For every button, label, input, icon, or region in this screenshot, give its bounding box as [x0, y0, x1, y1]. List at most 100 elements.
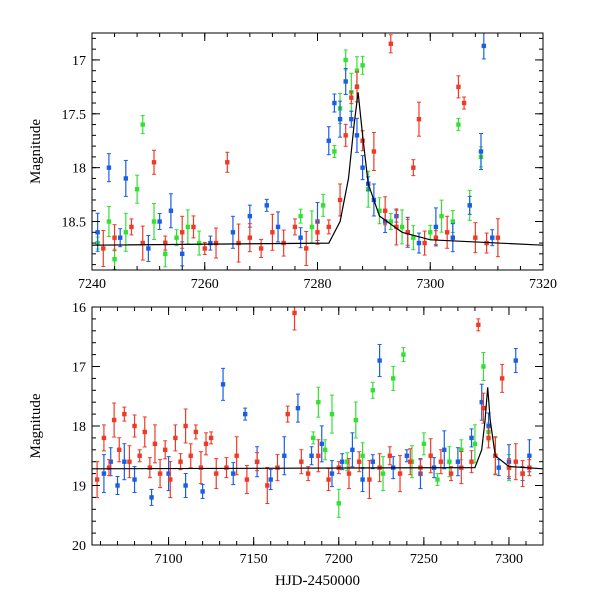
data-point-blue	[220, 367, 226, 401]
data-point-red	[214, 458, 219, 490]
data-point-blue	[450, 223, 455, 253]
data-point-green	[316, 386, 321, 418]
data-point-blue	[264, 198, 269, 212]
bottom-panel-data	[92, 307, 543, 518]
data-point-blue	[469, 428, 474, 448]
data-point-green	[298, 208, 303, 224]
data-point-blue	[481, 33, 487, 60]
data-point-red	[213, 227, 219, 259]
data-point-red	[506, 458, 512, 478]
data-point-red	[173, 424, 178, 452]
data-point-red	[157, 459, 163, 489]
data-point-red	[132, 414, 137, 438]
x-tick-label: 7320	[529, 277, 557, 292]
y-tick-label: 18	[72, 420, 86, 435]
data-point-green	[311, 431, 316, 445]
y-tick-label: 18	[72, 162, 86, 177]
data-point-red	[416, 101, 422, 137]
data-point-blue	[404, 449, 410, 463]
data-point-red	[247, 223, 253, 253]
x-tick-label: 7280	[304, 277, 332, 292]
data-point-blue	[360, 155, 365, 181]
data-point-blue	[208, 235, 213, 251]
data-point-red	[405, 218, 410, 246]
data-point-blue	[268, 469, 273, 491]
y-tick-label: 19	[72, 480, 86, 495]
data-point-red	[122, 406, 127, 422]
data-point-red	[183, 408, 188, 444]
data-point-blue	[230, 215, 236, 249]
data-point-blue	[513, 348, 518, 374]
data-point-red	[127, 445, 132, 479]
data-point-blue	[242, 407, 248, 421]
data-point-green	[332, 145, 337, 158]
data-point-red	[438, 449, 444, 475]
x-tick-label: 7240	[78, 277, 106, 292]
data-point-green	[329, 394, 335, 434]
data-point-red	[326, 219, 331, 235]
data-point-red	[315, 219, 320, 245]
data-point-red	[234, 436, 239, 476]
data-point-red	[94, 461, 100, 499]
data-point-blue	[168, 193, 174, 229]
data-point-blue	[183, 473, 188, 498]
data-point-red	[112, 224, 117, 252]
data-point-green	[388, 213, 393, 231]
top-panel-ticks: 7240 7260 7280 7300 7320 17 17.5 18 18.5	[62, 33, 557, 292]
data-point-green	[411, 225, 416, 251]
data-point-blue	[146, 234, 151, 262]
data-point-red	[469, 450, 474, 474]
data-point-red	[101, 229, 106, 267]
data-point-red	[208, 431, 214, 445]
data-point-blue	[370, 454, 376, 470]
data-point-red	[456, 75, 461, 99]
data-point-blue	[200, 483, 205, 499]
data-point-green	[140, 115, 145, 135]
top-y-axis-title: Magnitude	[28, 119, 44, 184]
x-tick-label: 7150	[240, 552, 268, 567]
data-point-red	[140, 225, 145, 261]
data-point-blue	[337, 100, 343, 138]
data-point-red	[244, 465, 250, 495]
data-point-red	[349, 91, 354, 105]
data-point-green	[106, 206, 112, 238]
bottom-x-axis-title: HJD-2450000	[275, 573, 360, 589]
data-point-red	[265, 467, 270, 504]
model-curve	[92, 92, 543, 246]
data-point-blue	[478, 133, 484, 170]
data-point-blue	[122, 443, 127, 481]
data-point-red	[422, 230, 427, 256]
data-point-green	[134, 174, 140, 204]
data-point-green	[322, 439, 328, 461]
data-point-green	[185, 209, 191, 245]
data-point-red	[236, 223, 241, 263]
data-point-red	[397, 455, 403, 493]
data-point-blue	[295, 393, 301, 423]
bottom-panel: 7100 7150 7200 7250 7300 16 17 18 19 20 Magnitude…	[28, 301, 544, 589]
data-point-green	[399, 209, 405, 245]
data-point-blue	[467, 195, 472, 215]
data-point-red	[117, 437, 122, 463]
data-point-red	[180, 215, 185, 249]
data-point-blue	[332, 93, 337, 113]
data-point-red	[198, 451, 204, 485]
data-point-blue	[377, 344, 382, 378]
data-point-red	[520, 460, 525, 488]
data-point-blue	[117, 228, 123, 248]
data-point-red	[346, 458, 352, 490]
data-point-red	[408, 448, 413, 476]
data-point-green	[391, 365, 396, 391]
y-tick-label: 18.5	[62, 216, 87, 231]
data-point-red	[299, 449, 304, 475]
data-point-red	[191, 215, 196, 239]
data-point-red	[428, 438, 433, 474]
data-point-green	[343, 49, 348, 71]
data-point-blue	[123, 159, 129, 197]
bottom-panel-ticks: 7100 7150 7200 7250 7300 16 17 18 19 20	[72, 301, 544, 567]
data-point-red	[448, 466, 454, 482]
x-tick-label: 7250	[410, 552, 438, 567]
data-point-green	[370, 381, 376, 399]
data-point-red	[367, 460, 372, 500]
data-point-red	[316, 439, 321, 473]
bottom-y-axis-title: Magnitude	[28, 393, 44, 458]
